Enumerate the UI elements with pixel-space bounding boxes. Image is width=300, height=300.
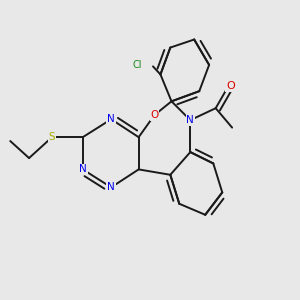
Text: N: N bbox=[186, 115, 194, 125]
Text: N: N bbox=[107, 114, 115, 124]
Text: O: O bbox=[226, 81, 235, 92]
Text: N: N bbox=[107, 182, 115, 192]
Text: O: O bbox=[150, 110, 159, 120]
Text: N: N bbox=[79, 164, 87, 174]
Text: S: S bbox=[49, 132, 56, 142]
Text: Cl: Cl bbox=[133, 60, 142, 70]
